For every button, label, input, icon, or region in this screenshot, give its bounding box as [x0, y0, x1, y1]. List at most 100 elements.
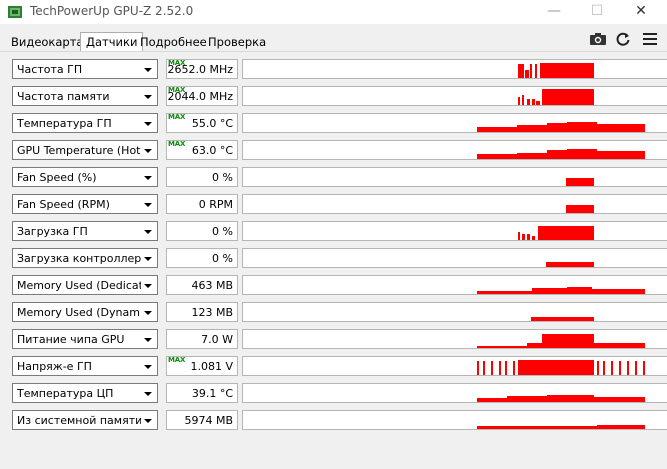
sensor-graph[interactable]: [242, 275, 667, 295]
sensor-graph[interactable]: [242, 113, 667, 133]
sensor-graph[interactable]: [242, 356, 667, 376]
sensor-select-dropdown[interactable]: GPU Temperature (Hot Spot): [12, 140, 158, 160]
graph-bar: [594, 343, 645, 348]
tab-sensors[interactable]: Датчики: [80, 32, 144, 51]
sensor-select-dropdown[interactable]: Напряж-е ГП: [12, 356, 158, 376]
tab-advanced[interactable]: Подробнее: [140, 35, 207, 49]
sensor-value-box[interactable]: MAX 63.0 °C: [166, 140, 238, 160]
sensor-label: Fan Speed (RPM): [17, 198, 110, 211]
graph-bar: [527, 234, 530, 240]
graph-bar: [567, 122, 597, 132]
refresh-icon[interactable]: [614, 31, 632, 47]
chevron-down-icon[interactable]: [144, 392, 152, 396]
sensor-value-box[interactable]: 463 MB: [166, 275, 238, 295]
sensor-graph[interactable]: [242, 221, 667, 241]
sensor-value-box[interactable]: 0 RPM: [166, 194, 238, 214]
sensor-value-box[interactable]: MAX 55.0 °C: [166, 113, 238, 133]
sensor-graph[interactable]: [242, 329, 667, 349]
chevron-down-icon[interactable]: [144, 284, 152, 288]
sensor-select-dropdown[interactable]: Питание чипа GPU: [12, 329, 158, 349]
tab-graphics-card[interactable]: Видеокарта: [11, 35, 84, 49]
maximize-button[interactable]: ☐: [590, 3, 604, 19]
chevron-down-icon[interactable]: [144, 95, 152, 99]
chevron-down-icon[interactable]: [144, 311, 152, 315]
sensor-select-dropdown[interactable]: Загрузка ГП: [12, 221, 158, 241]
graph-bar: [597, 124, 645, 132]
sensor-label: Memory Used (Dedicated): [17, 279, 141, 292]
sensor-row: Питание чипа GPU 7.0 W: [12, 329, 667, 350]
chevron-down-icon[interactable]: [144, 149, 152, 153]
minimize-button[interactable]: —: [547, 3, 561, 19]
sensor-label: Частота памяти: [17, 90, 110, 103]
sensor-value-box[interactable]: 123 MB: [166, 302, 238, 322]
sensor-value-box[interactable]: 7.0 W: [166, 329, 238, 349]
sensor-graph[interactable]: [242, 302, 667, 322]
sensor-graph[interactable]: [242, 410, 667, 430]
sensor-select-dropdown[interactable]: Частота ГП: [12, 59, 158, 79]
sensor-graph[interactable]: [242, 248, 667, 268]
sensor-row: Memory Used (Dedicated) 463 MB: [12, 275, 667, 296]
chevron-down-icon[interactable]: [144, 419, 152, 423]
graph-bar: [522, 95, 524, 105]
sensor-select-dropdown[interactable]: Memory Used (Dynamic): [12, 302, 158, 322]
sensor-select-dropdown[interactable]: Частота памяти: [12, 86, 158, 106]
sensor-graph-plot: [477, 334, 645, 348]
graph-bar: [597, 151, 645, 159]
chevron-down-icon[interactable]: [144, 257, 152, 261]
sensor-graph[interactable]: [242, 194, 667, 214]
graph-bar: [592, 289, 645, 294]
sensor-label: Частота ГП: [17, 63, 83, 76]
camera-icon[interactable]: [589, 31, 607, 47]
sensor-select-dropdown[interactable]: Fan Speed (%): [12, 167, 158, 187]
sensor-value-box[interactable]: MAX 2044.0 MHz: [166, 86, 238, 106]
close-button[interactable]: ✕: [635, 3, 647, 19]
sensor-graph[interactable]: [242, 383, 667, 403]
sensor-graph[interactable]: [242, 167, 667, 187]
sensor-graph[interactable]: [242, 59, 667, 79]
chevron-down-icon[interactable]: [144, 122, 152, 126]
hamburger-menu-icon[interactable]: [641, 31, 659, 47]
sensor-label: Температура ГП: [17, 117, 112, 130]
chevron-down-icon[interactable]: [144, 365, 152, 369]
graph-bar: [525, 70, 529, 78]
sensor-value-box[interactable]: 0 %: [166, 248, 238, 268]
graph-bar: [594, 397, 645, 402]
sensor-value-box[interactable]: 5974 MB: [166, 410, 238, 430]
sensor-select-dropdown[interactable]: Memory Used (Dedicated): [12, 275, 158, 295]
title-bar: TechPowerUp GPU-Z 2.52.0 — ☐ ✕: [0, 0, 667, 24]
graph-bar: [535, 64, 537, 78]
sensor-value: 63.0 °C: [191, 144, 233, 157]
sensor-value-box[interactable]: 0 %: [166, 167, 238, 187]
graph-bar: [532, 288, 567, 294]
graph-bar: [499, 361, 501, 375]
sensor-value-box[interactable]: MAX 2652.0 MHz: [166, 59, 238, 79]
sensor-select-dropdown[interactable]: Из системной памяти: [12, 410, 158, 430]
graph-bar: [627, 361, 629, 375]
sensor-value-box[interactable]: 39.1 °C: [166, 383, 238, 403]
sensor-graph[interactable]: [242, 140, 667, 160]
sensor-label: Температура ЦП: [17, 387, 114, 400]
chevron-down-icon[interactable]: [144, 68, 152, 72]
chevron-down-icon[interactable]: [144, 176, 152, 180]
sensor-graph-plot: [477, 395, 645, 402]
graph-bar: [522, 234, 525, 240]
sensor-label: Напряж-е ГП: [17, 360, 92, 373]
graph-bar: [530, 64, 532, 78]
graph-bar: [477, 426, 597, 429]
sensor-value-box[interactable]: MAX 1.081 V: [166, 356, 238, 376]
graph-bar: [540, 63, 594, 78]
graph-bar: [518, 64, 524, 78]
graph-bar: [611, 361, 613, 375]
chevron-down-icon[interactable]: [144, 203, 152, 207]
tab-validation[interactable]: Проверка: [208, 35, 267, 49]
graph-bar: [566, 205, 594, 213]
chevron-down-icon[interactable]: [144, 338, 152, 342]
sensor-select-dropdown[interactable]: Загрузка контроллера памяти: [12, 248, 158, 268]
sensor-graph-plot: [477, 287, 645, 294]
sensor-select-dropdown[interactable]: Температура ГП: [12, 113, 158, 133]
sensor-select-dropdown[interactable]: Fan Speed (RPM): [12, 194, 158, 214]
sensor-graph[interactable]: [242, 86, 667, 106]
sensor-select-dropdown[interactable]: Температура ЦП: [12, 383, 158, 403]
sensor-value-box[interactable]: 0 %: [166, 221, 238, 241]
chevron-down-icon[interactable]: [144, 230, 152, 234]
